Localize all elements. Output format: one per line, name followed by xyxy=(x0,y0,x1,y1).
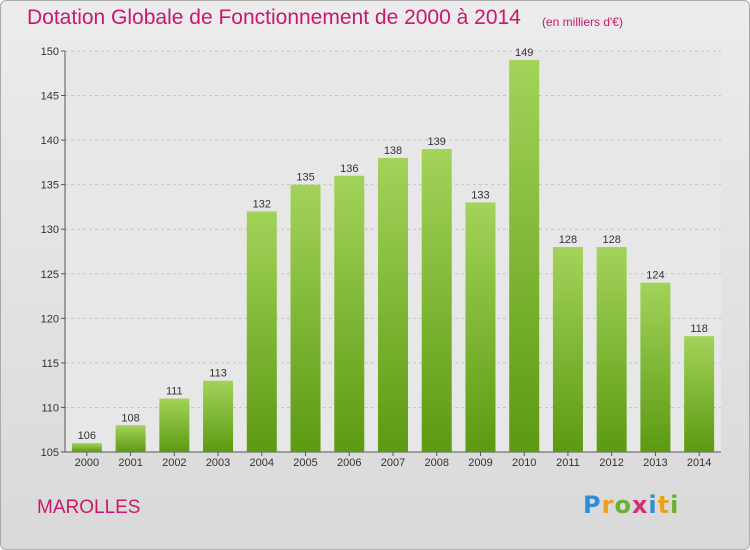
x-tick-label: 2007 xyxy=(381,457,405,469)
data-label: 106 xyxy=(78,430,96,442)
x-tick-label: 2001 xyxy=(118,457,142,469)
bar xyxy=(71,443,102,452)
y-tick-label: 115 xyxy=(41,358,59,370)
x-tick-label: 2014 xyxy=(687,457,711,469)
y-tick-label: 130 xyxy=(41,224,59,236)
proxiti-logo[interactable]: Proxiti xyxy=(583,491,679,519)
x-tick-label: 2011 xyxy=(556,457,580,469)
commune-name: MAROLLES xyxy=(37,497,141,518)
chart-title: Dotation Globale de Fonctionnement de 20… xyxy=(27,6,521,29)
data-label: 111 xyxy=(166,386,183,398)
data-label: 136 xyxy=(340,163,358,175)
bar xyxy=(465,202,496,452)
logo-letter: t xyxy=(657,491,671,519)
bar xyxy=(246,211,277,452)
x-tick-label: 2010 xyxy=(512,457,536,469)
bar xyxy=(378,157,408,452)
x-tick-label: 2005 xyxy=(293,457,317,469)
y-tick-label: 105 xyxy=(41,447,59,459)
data-label: 139 xyxy=(428,136,446,148)
data-label: 135 xyxy=(296,172,314,184)
y-tick-label: 125 xyxy=(41,269,59,281)
x-tick-label: 2004 xyxy=(250,457,274,469)
data-label: 132 xyxy=(253,198,271,210)
data-label: 113 xyxy=(209,368,227,380)
x-tick-label: 2006 xyxy=(337,457,361,469)
data-label: 128 xyxy=(602,234,620,246)
bar xyxy=(159,398,190,452)
data-label: 128 xyxy=(559,234,577,246)
logo-letter: r xyxy=(601,491,615,519)
logo-letter: i xyxy=(670,491,680,519)
y-tick-label: 140 xyxy=(41,135,59,147)
bar xyxy=(334,175,365,452)
data-label: 124 xyxy=(646,270,664,282)
y-tick-label: 110 xyxy=(41,402,59,414)
x-tick-label: 2008 xyxy=(424,457,448,469)
y-tick-label: 120 xyxy=(41,313,59,325)
x-tick-label: 2009 xyxy=(468,457,492,469)
logo-letter: i xyxy=(648,491,658,519)
bar xyxy=(640,282,671,452)
data-label: 118 xyxy=(690,323,708,335)
y-tick-label: 135 xyxy=(41,180,59,192)
data-label: 149 xyxy=(515,47,533,59)
x-tick-label: 2000 xyxy=(75,457,99,469)
logo-letter: o xyxy=(614,491,632,519)
y-tick-label: 145 xyxy=(41,91,59,103)
chart-unit-note: (en milliers d'€) xyxy=(542,15,623,29)
data-label: 138 xyxy=(384,145,402,157)
x-tick-label: 2012 xyxy=(599,457,623,469)
y-tick-label: 150 xyxy=(41,46,59,58)
bar xyxy=(203,380,234,452)
x-tick-label: 2002 xyxy=(162,457,186,469)
bar xyxy=(290,184,321,452)
data-label: 133 xyxy=(471,189,489,201)
bar xyxy=(552,247,583,452)
logo-letter: x xyxy=(631,491,649,519)
logo-letter: P xyxy=(583,491,602,519)
bar xyxy=(684,336,715,452)
bar xyxy=(509,59,540,453)
data-label: 108 xyxy=(121,412,139,424)
bar xyxy=(596,247,627,452)
x-tick-label: 2003 xyxy=(206,457,230,469)
bar xyxy=(421,149,452,452)
x-tick-label: 2013 xyxy=(643,457,667,469)
bar xyxy=(115,425,146,452)
